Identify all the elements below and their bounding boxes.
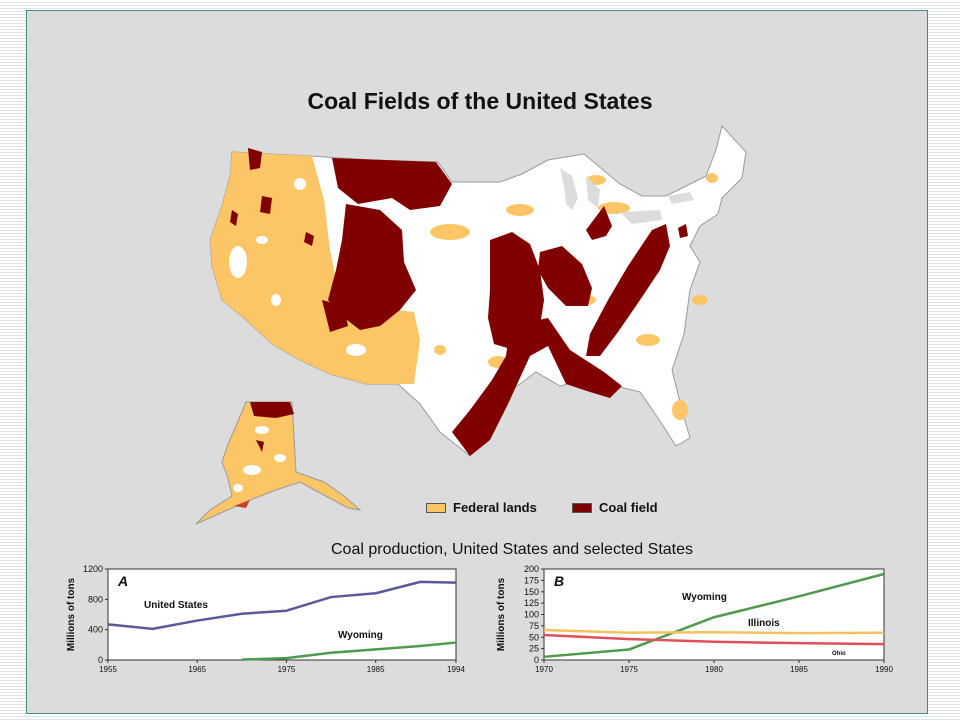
series-label: Wyoming xyxy=(338,630,383,641)
alaska-non-federal xyxy=(233,426,286,492)
x-tick-label: 1985 xyxy=(367,665,385,674)
plot-area xyxy=(107,568,457,661)
x-tick-label: 1965 xyxy=(188,665,206,674)
series-line xyxy=(241,641,457,661)
coal-field-swatch xyxy=(572,502,592,513)
y-tick-label: 0 xyxy=(534,655,539,665)
legend-label: Coal field xyxy=(599,500,658,515)
series-line xyxy=(543,572,885,659)
y-tick-label: 75 xyxy=(529,621,539,631)
y-tick-label: 50 xyxy=(529,632,539,642)
x-tick-label: 1994 xyxy=(447,665,465,674)
federal-lands-swatch xyxy=(426,502,446,513)
series-line xyxy=(543,628,885,635)
map-title: Coal Fields of the United States xyxy=(307,88,653,114)
panel-label: A xyxy=(117,573,128,589)
x-tick-label: 1970 xyxy=(535,665,553,674)
x-tick-label: 1955 xyxy=(99,665,117,674)
contiguous-us xyxy=(209,124,747,457)
y-tick-label: 25 xyxy=(529,644,539,654)
x-tick-label: 1980 xyxy=(705,665,723,674)
legend-coal-field: Coal field xyxy=(572,500,658,515)
x-tick-label: 1975 xyxy=(620,665,638,674)
x-tick-label: 1985 xyxy=(790,665,808,674)
series-line xyxy=(543,633,885,646)
y-tick-label: 100 xyxy=(524,610,539,620)
y-tick-label: 400 xyxy=(88,625,103,635)
x-tick-label: 1990 xyxy=(875,665,893,674)
panel-label: B xyxy=(554,573,564,589)
y-axis-label: Millions of tons xyxy=(66,577,77,651)
plot-area xyxy=(543,568,885,661)
series-label: Ohio xyxy=(832,651,846,657)
series-label: Illinois xyxy=(748,618,780,629)
y-tick-label: 0 xyxy=(98,655,103,665)
series-label: United States xyxy=(144,600,208,611)
coal-fields xyxy=(230,148,688,456)
y-tick-label: 175 xyxy=(524,575,539,585)
chart-a: 0 400 800 1200 1955 1965 1975 1985 1994 Millions … xyxy=(66,564,465,674)
y-tick-label: 125 xyxy=(524,598,539,608)
x-tick-label: 1975 xyxy=(278,665,296,674)
alaska xyxy=(195,401,362,525)
series-line xyxy=(107,580,457,631)
non-federal-west xyxy=(229,178,366,356)
legend-federal-lands: Federal lands xyxy=(426,500,537,515)
legend-label: Federal lands xyxy=(453,500,537,515)
y-tick-label: 150 xyxy=(524,587,539,597)
y-tick-label: 800 xyxy=(88,594,103,604)
y-axis-label: Millions of tons xyxy=(496,577,507,651)
coal-fields-map xyxy=(195,124,747,525)
y-tick-label: 1200 xyxy=(83,564,103,574)
y-tick-label: 200 xyxy=(524,564,539,574)
charts-title: Coal production, United States and selec… xyxy=(331,541,693,558)
series-label: Wyoming xyxy=(682,592,727,603)
